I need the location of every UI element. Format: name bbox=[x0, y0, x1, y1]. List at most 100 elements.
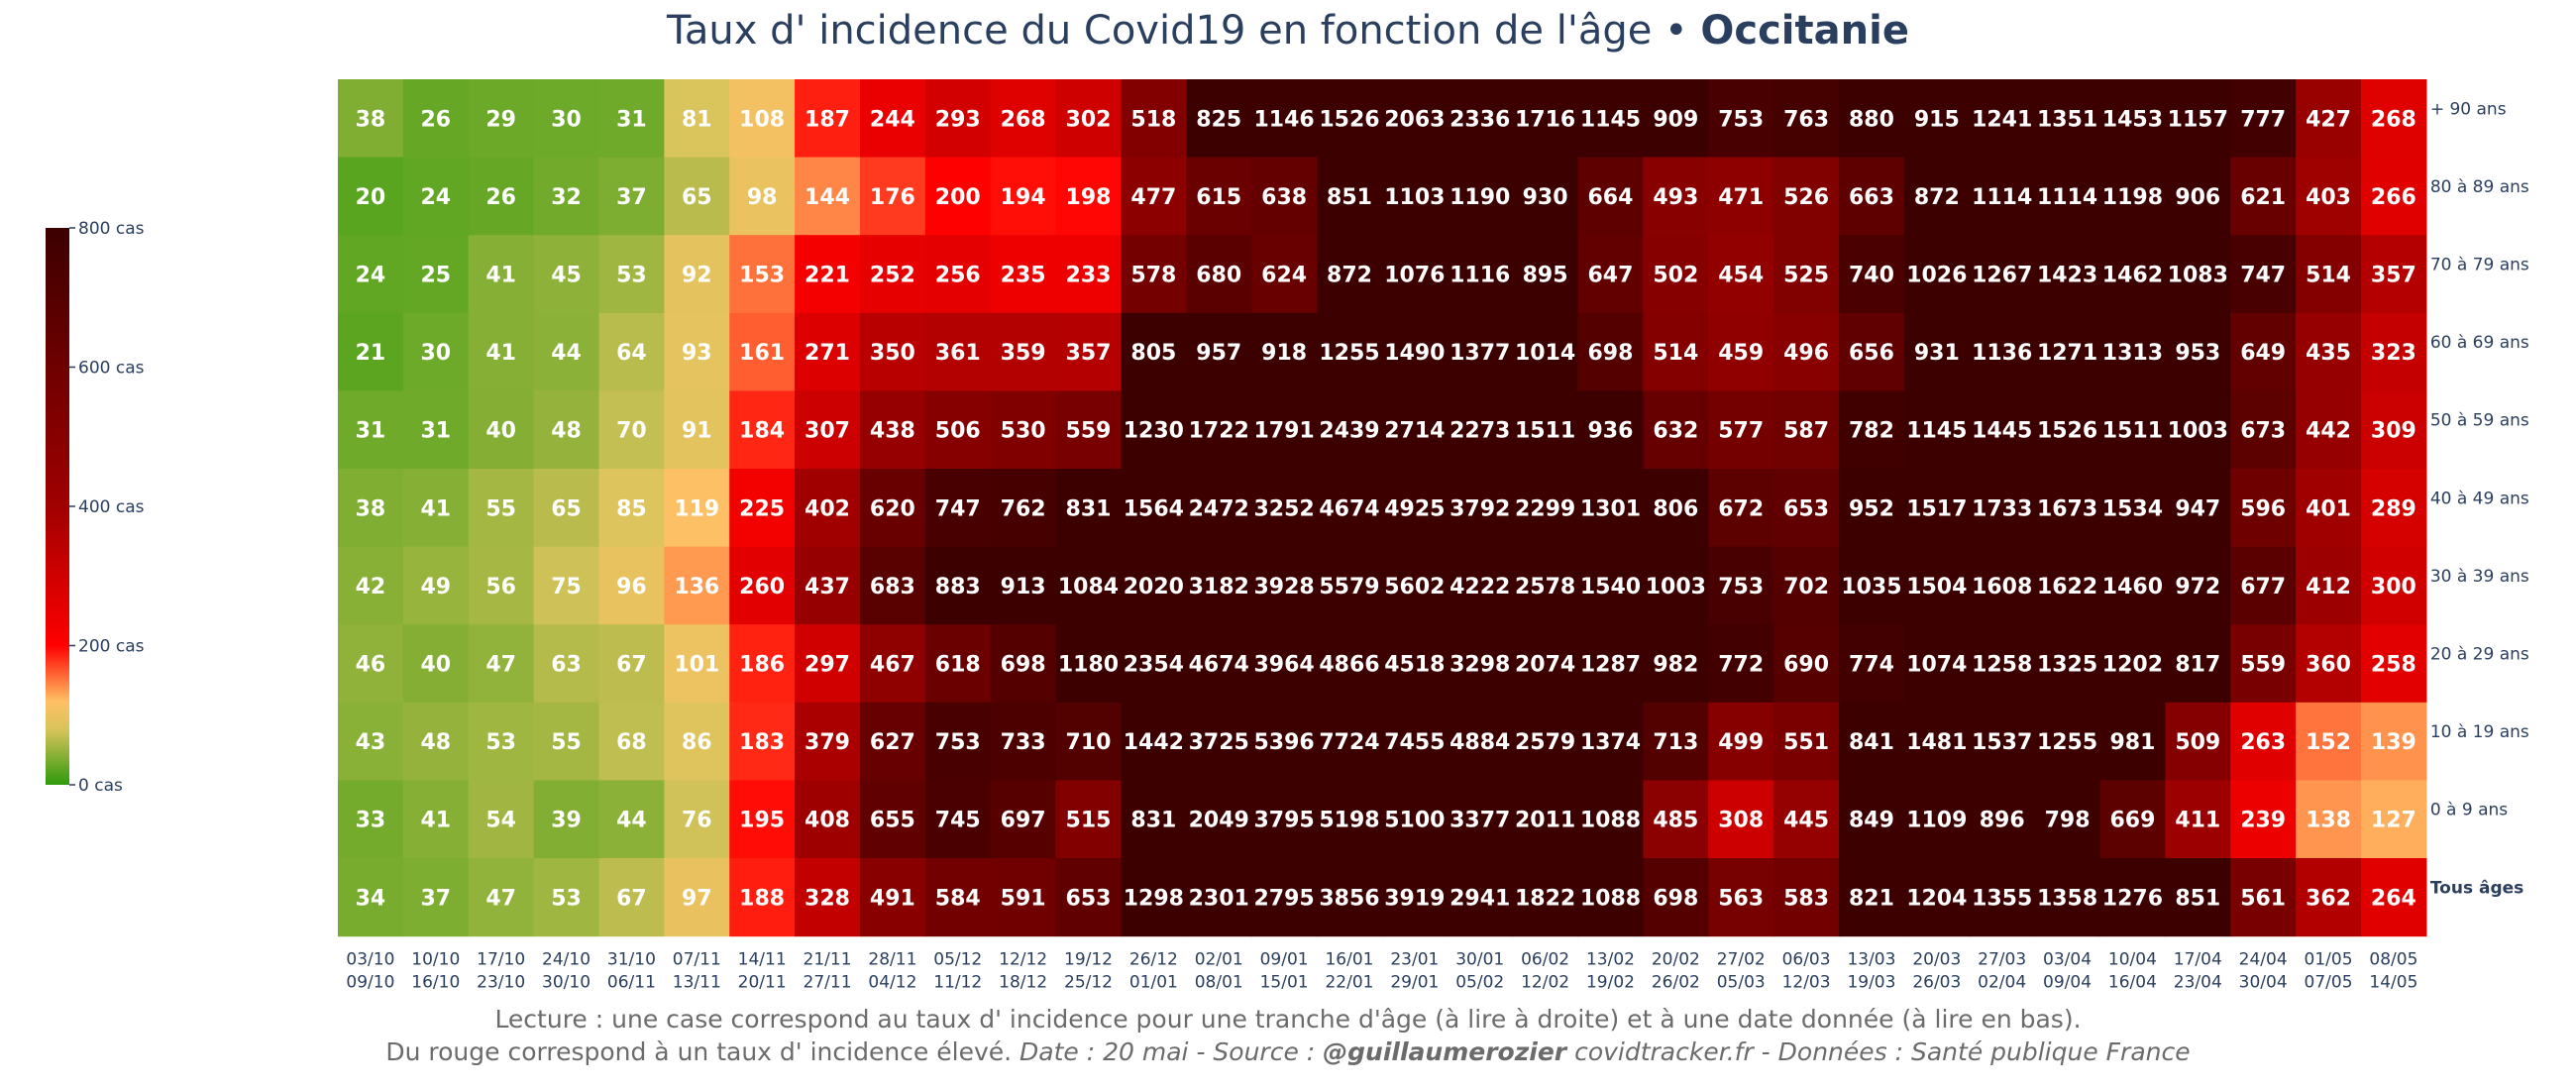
cell-value-label: 63 bbox=[551, 653, 582, 678]
heatmap-cell bbox=[1773, 624, 1840, 704]
cell-value-label: 1287 bbox=[1580, 653, 1641, 678]
heatmap-cell bbox=[2034, 469, 2101, 548]
cell-value-label: 289 bbox=[2371, 496, 2416, 521]
heatmap-cell bbox=[729, 469, 796, 548]
heatmap-cell bbox=[1121, 79, 1187, 159]
heatmap-cell bbox=[1447, 624, 1514, 704]
cell-value-label: 198 bbox=[1066, 185, 1112, 210]
heatmap-cell bbox=[990, 235, 1057, 314]
heatmap-cell bbox=[533, 858, 600, 937]
cell-value-label: 1258 bbox=[1972, 653, 2032, 678]
heatmap-cell bbox=[2165, 390, 2231, 470]
cell-value-label: 49 bbox=[420, 575, 451, 600]
colorbar-tick-label: 400 cas bbox=[78, 497, 145, 517]
heatmap-cell bbox=[1643, 235, 1709, 314]
heatmap-cell bbox=[338, 546, 404, 625]
cell-value-label: 1351 bbox=[2037, 107, 2097, 132]
cell-value-label: 4866 bbox=[1319, 653, 1379, 678]
cell-value-label: 518 bbox=[1130, 107, 1176, 132]
heatmap-cell bbox=[2296, 157, 2362, 236]
cell-value-label: 690 bbox=[1783, 653, 1829, 678]
x-axis-label-start: 20/02 bbox=[1652, 950, 1700, 970]
heatmap-cell bbox=[990, 312, 1057, 391]
heatmap-cell bbox=[990, 624, 1057, 704]
cell-value-label: 119 bbox=[674, 496, 719, 521]
cell-value-label: 669 bbox=[2109, 809, 2155, 833]
cell-value-label: 271 bbox=[805, 341, 850, 366]
x-axis-label-start: 02/01 bbox=[1195, 950, 1243, 970]
cell-value-label: 496 bbox=[1783, 341, 1829, 366]
heatmap-cell bbox=[2165, 469, 2231, 548]
heatmap-cell bbox=[795, 390, 861, 470]
heatmap-cell bbox=[2034, 235, 2101, 314]
heatmap-cell bbox=[990, 390, 1057, 470]
x-axis-label-end: 11/12 bbox=[933, 973, 982, 991]
heatmap-cell bbox=[924, 469, 992, 548]
cell-value-label: 841 bbox=[1849, 730, 1894, 755]
heatmap-cell bbox=[795, 79, 861, 159]
cell-value-label: 1490 bbox=[1384, 341, 1445, 366]
cell-value-label: 5198 bbox=[1319, 809, 1379, 833]
heatmap-cell bbox=[1969, 79, 2036, 159]
cell-value-label: 1088 bbox=[1580, 809, 1641, 833]
cell-value-label: 360 bbox=[2306, 653, 2351, 678]
heatmap-cell bbox=[2230, 390, 2297, 470]
heatmap-cell bbox=[468, 780, 535, 859]
x-axis-label-start: 07/11 bbox=[673, 950, 721, 970]
cell-value-label: 745 bbox=[935, 809, 981, 833]
cell-value-label: 459 bbox=[1718, 341, 1764, 366]
cell-value-label: 4925 bbox=[1384, 496, 1445, 521]
heatmap-cell bbox=[338, 469, 404, 548]
heatmap-cell bbox=[1317, 546, 1383, 625]
heatmap-cell bbox=[1903, 624, 1971, 704]
heatmap-cell bbox=[990, 79, 1057, 159]
heatmap-cell bbox=[859, 780, 926, 859]
heatmap-cell bbox=[664, 624, 730, 704]
x-axis-label-start: 31/10 bbox=[607, 950, 656, 970]
heatmap-cell bbox=[2165, 858, 2231, 937]
cell-value-label: 1271 bbox=[2037, 341, 2097, 366]
heatmap-cell bbox=[533, 702, 600, 781]
heatmap-cell bbox=[1121, 858, 1187, 937]
heatmap-cell bbox=[859, 624, 926, 704]
cell-value-label: 45 bbox=[551, 264, 582, 288]
cell-value-label: 233 bbox=[1066, 264, 1112, 288]
cell-value-label: 2020 bbox=[1124, 575, 1184, 600]
cell-value-label: 774 bbox=[1849, 653, 1894, 678]
heatmap-cell bbox=[1643, 312, 1709, 391]
cell-value-label: 817 bbox=[2175, 653, 2220, 678]
cell-value-label: 161 bbox=[739, 341, 785, 366]
cell-value-label: 1255 bbox=[1319, 341, 1379, 366]
heatmap-cell bbox=[2230, 780, 2297, 859]
heatmap-cell bbox=[2296, 780, 2362, 859]
y-axis-label: 40 à 49 ans bbox=[2430, 489, 2529, 508]
cell-value-label: 493 bbox=[1653, 185, 1698, 210]
x-axis-label-start: 26/12 bbox=[1129, 950, 1178, 970]
cell-value-label: 5396 bbox=[1253, 730, 1314, 755]
heatmap-cell bbox=[402, 546, 470, 625]
cell-value-label: 144 bbox=[805, 185, 850, 210]
heatmap-cell bbox=[1251, 390, 1318, 470]
heatmap-cell bbox=[2034, 546, 2101, 625]
cell-value-label: 65 bbox=[682, 185, 712, 210]
cell-value-label: 957 bbox=[1196, 341, 1241, 366]
cell-value-label: 5100 bbox=[1384, 809, 1445, 833]
heatmap-cell bbox=[924, 79, 992, 159]
cell-value-label: 1230 bbox=[1124, 419, 1184, 444]
heatmap-cell bbox=[2360, 780, 2427, 859]
cell-value-label: 1241 bbox=[1972, 107, 2032, 132]
heatmap-cell bbox=[795, 469, 861, 548]
heatmap-cell bbox=[1512, 702, 1579, 781]
heatmap-cell bbox=[2165, 780, 2231, 859]
heatmap-cell bbox=[1447, 546, 1514, 625]
heatmap-cell bbox=[1643, 546, 1709, 625]
cell-value-label: 1198 bbox=[2102, 185, 2163, 210]
heatmap-cell bbox=[2099, 390, 2166, 470]
cell-value-label: 525 bbox=[1783, 264, 1829, 288]
footer-line-2: Du rouge correspond à un taux d' inciden… bbox=[0, 1036, 2576, 1068]
cell-value-label: 1822 bbox=[1515, 886, 1575, 911]
x-axis-label-end: 16/04 bbox=[2108, 973, 2157, 991]
cell-value-label: 1136 bbox=[1972, 341, 2032, 366]
heatmap-cell bbox=[729, 858, 796, 937]
cell-value-label: 5579 bbox=[1319, 575, 1379, 600]
